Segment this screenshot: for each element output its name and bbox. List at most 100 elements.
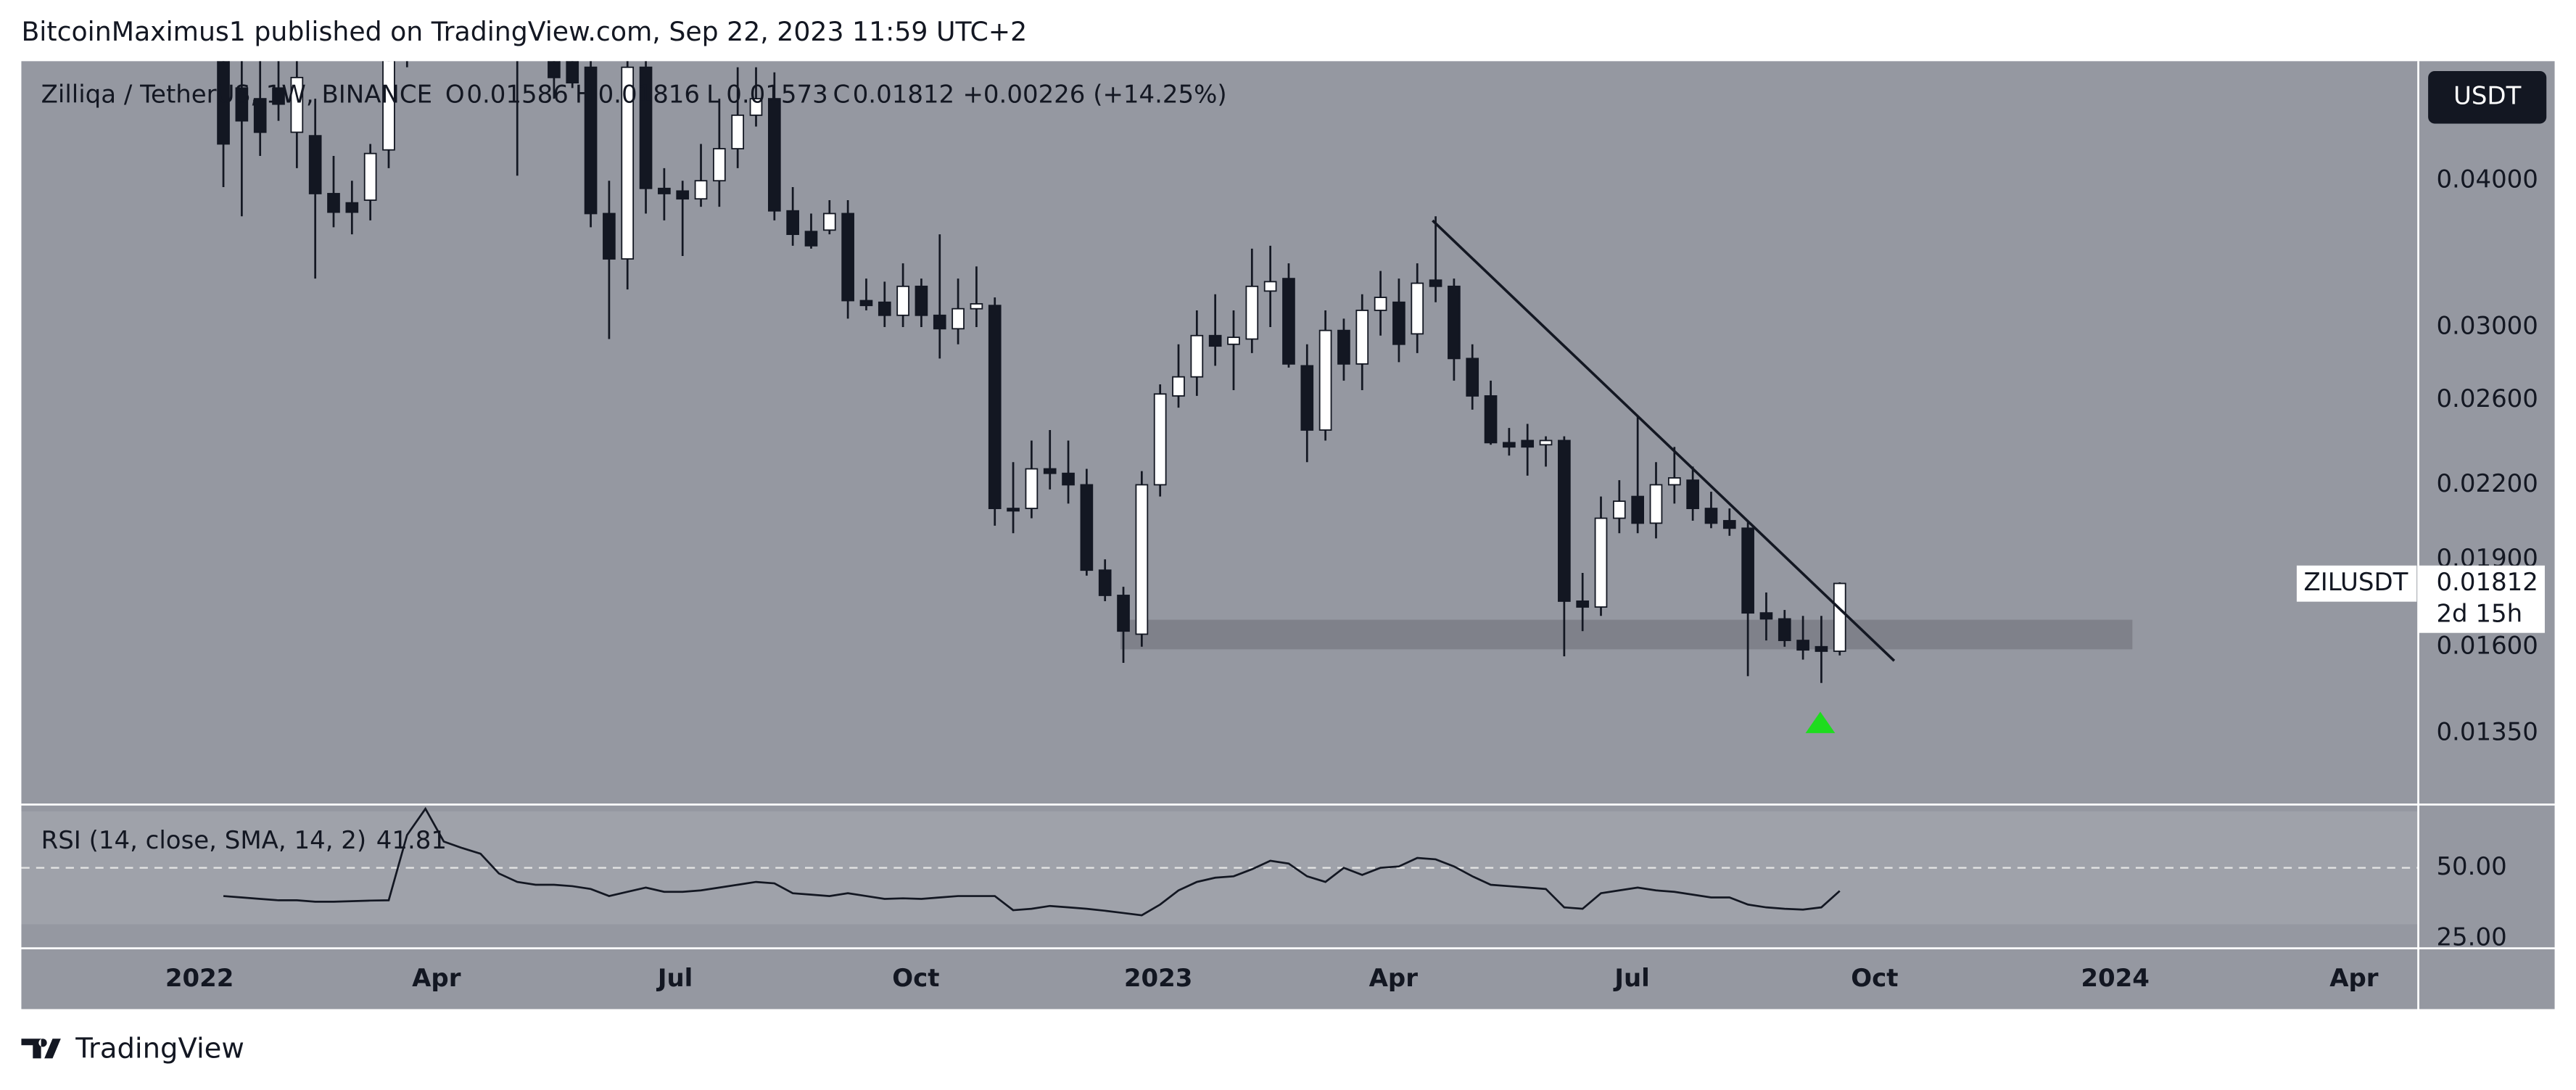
candle-body — [1135, 484, 1149, 635]
currency-button[interactable] — [2428, 70, 2547, 124]
candle-body — [639, 66, 653, 189]
ohlc-label: H — [575, 80, 594, 109]
candle-body — [970, 303, 983, 310]
rsi-tick-label: 50.00 — [2436, 852, 2506, 881]
ohlc-value: 0.01586 — [466, 80, 568, 109]
rsi-value: 41.81 — [376, 826, 447, 855]
trend-line — [1432, 219, 1896, 662]
rsi-tick-label: 25.00 — [2436, 923, 2506, 952]
candle-body — [621, 66, 635, 260]
candle-body — [951, 307, 965, 330]
change: +0.00226 (+14.25%) — [962, 80, 1226, 109]
y-tick-label: 0.03000 — [2436, 311, 2538, 340]
candle-body — [1190, 334, 1204, 378]
candle-body — [933, 314, 946, 330]
candle-body — [676, 190, 690, 200]
symbol-tag-label: ZILUSDT — [2304, 568, 2408, 597]
candle-body — [896, 285, 909, 316]
candle-body — [1466, 358, 1479, 397]
candle-body — [1613, 500, 1626, 519]
ohlc-label: L — [706, 80, 720, 109]
candle-body — [1080, 484, 1094, 571]
ohlc-value: 0.01573 — [726, 80, 827, 109]
support-zone — [1120, 619, 2133, 650]
candle-body — [1227, 337, 1240, 345]
candle-body — [217, 61, 230, 145]
candle-body — [1484, 395, 1498, 444]
candle-body — [382, 61, 395, 151]
candle-body — [804, 231, 818, 247]
candle-body — [1722, 520, 1736, 529]
candle-body — [1337, 329, 1350, 365]
candle-body — [1153, 393, 1167, 486]
candle-body — [1594, 517, 1608, 608]
candle-body — [749, 98, 763, 116]
x-tick-label: Apr — [2329, 964, 2379, 993]
candle-body — [308, 135, 322, 194]
candle-body — [1355, 310, 1369, 365]
x-tick-label: Oct — [1851, 964, 1898, 993]
candle-body — [767, 98, 781, 212]
candle-body — [841, 212, 854, 302]
candle-body — [1062, 472, 1075, 486]
signal-arrow — [1805, 711, 1836, 733]
candle-body — [584, 66, 598, 215]
candle-body — [1815, 645, 1828, 652]
y-tick-label: 0.04000 — [2436, 165, 2538, 194]
candle-body — [878, 301, 891, 316]
price-tag-value: 0.01812 — [2436, 568, 2538, 597]
candle-body — [548, 61, 561, 78]
candle-body — [1043, 468, 1057, 474]
price-plot — [217, 61, 2133, 683]
candle-body — [1704, 508, 1718, 524]
rsi-plot — [21, 806, 2419, 917]
candle-body — [1539, 439, 1553, 446]
candle-body — [1741, 527, 1754, 614]
candle-body — [1649, 484, 1663, 524]
ohlc-value: 0.01812 — [853, 80, 954, 109]
ohlc-value: 0.01816 — [598, 80, 700, 109]
price-tag — [2418, 565, 2545, 633]
candle-body — [694, 180, 708, 200]
candle-body — [1282, 278, 1295, 365]
candle-body — [290, 76, 304, 133]
y-tick-label: 0.02200 — [2436, 469, 2538, 498]
candle-body — [1374, 297, 1387, 311]
brand-logo — [21, 1039, 61, 1059]
candle-body — [603, 212, 616, 260]
currency-label[interactable]: USDT — [2453, 82, 2522, 111]
candle-body — [1796, 640, 1809, 651]
candle-body — [1778, 618, 1791, 641]
candle-body — [1007, 508, 1020, 512]
candle-body — [1576, 600, 1590, 608]
x-tick-label: Apr — [1369, 964, 1419, 993]
candle-body — [1429, 279, 1442, 287]
candle-body — [988, 305, 1002, 509]
candle-body — [1558, 439, 1571, 602]
candle-body — [1245, 285, 1259, 340]
candle-body — [1503, 442, 1516, 448]
candle-body — [1521, 439, 1535, 448]
symbol-title: Zilliqa / TetherUS, 1W, BINANCE — [41, 80, 432, 109]
x-tick-label: Jul — [1613, 964, 1649, 993]
y-tick-label: 0.02600 — [2436, 384, 2538, 413]
candle-body — [1411, 282, 1424, 335]
x-tick-label: 2024 — [2081, 964, 2150, 993]
candle-body — [345, 202, 359, 213]
x-tick-label: Oct — [892, 964, 939, 993]
ohlc-label: C — [833, 80, 851, 109]
candle-body — [1759, 612, 1773, 620]
x-tick-label: 2022 — [165, 964, 234, 993]
candle-body — [731, 114, 745, 149]
rsi-line — [223, 806, 1841, 917]
candle-body — [1098, 569, 1112, 596]
candle-body — [1448, 285, 1461, 360]
candle-body — [859, 300, 873, 307]
price-tag-countdown: 2d 15h — [2436, 599, 2522, 628]
y-tick-label: 0.01600 — [2436, 631, 2538, 660]
x-tick-label: Jul — [656, 964, 693, 993]
candle-body — [327, 193, 340, 213]
candle-body — [566, 61, 579, 83]
